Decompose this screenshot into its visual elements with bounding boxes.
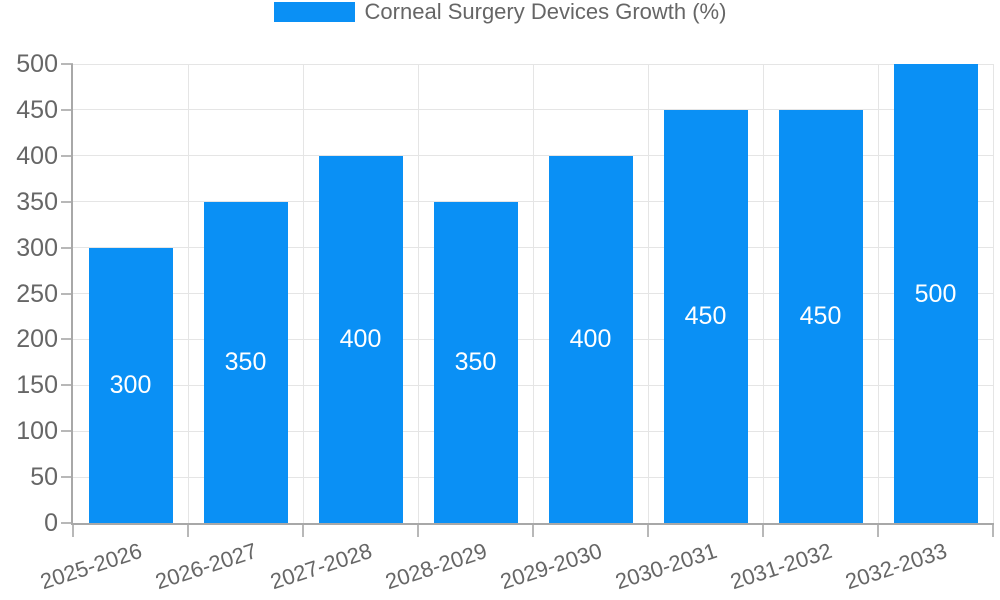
y-tick-mark bbox=[61, 246, 73, 249]
y-axis-tick-label: 450 bbox=[16, 95, 58, 124]
x-axis-tick-label: 2031-2032 bbox=[727, 538, 836, 595]
gridline-vertical bbox=[762, 64, 764, 523]
y-axis-tick-label: 350 bbox=[16, 187, 58, 216]
gridline-vertical bbox=[992, 64, 994, 523]
y-tick-mark bbox=[61, 384, 73, 387]
bar-value-label: 300 bbox=[109, 371, 152, 400]
y-axis-tick-label: 300 bbox=[16, 233, 58, 262]
x-tick-mark bbox=[762, 523, 764, 537]
bar-value-label: 350 bbox=[224, 348, 267, 377]
x-tick-mark bbox=[992, 523, 994, 537]
x-axis-tick-label: 2025-2026 bbox=[37, 538, 146, 595]
bar bbox=[433, 201, 518, 523]
bar bbox=[88, 247, 173, 523]
x-axis-tick-label: 2029-2030 bbox=[497, 538, 606, 595]
x-axis-tick-label: 2028-2029 bbox=[382, 538, 491, 595]
x-axis-tick-label: 2030-2031 bbox=[612, 538, 721, 595]
x-axis-line bbox=[71, 523, 994, 525]
bar bbox=[203, 201, 288, 523]
y-tick-mark bbox=[61, 522, 73, 524]
bar bbox=[663, 109, 748, 523]
y-tick-mark bbox=[61, 108, 73, 111]
x-tick-mark bbox=[187, 523, 189, 537]
chart-legend: Corneal Surgery Devices Growth (%) bbox=[0, 0, 1000, 24]
y-tick-mark bbox=[61, 200, 73, 203]
y-axis-tick-label: 100 bbox=[16, 417, 58, 446]
x-tick-mark bbox=[417, 523, 419, 537]
gridline-vertical bbox=[647, 64, 649, 523]
bar-value-label: 400 bbox=[339, 325, 382, 354]
gridline-vertical bbox=[187, 64, 189, 523]
bar bbox=[318, 155, 403, 523]
bar-value-label: 500 bbox=[914, 279, 957, 308]
x-tick-mark bbox=[72, 523, 74, 537]
y-axis-tick-label: 400 bbox=[16, 141, 58, 170]
bar bbox=[893, 64, 978, 523]
y-tick-mark bbox=[61, 338, 73, 341]
legend-swatch bbox=[273, 2, 355, 22]
y-axis-tick-label: 500 bbox=[16, 50, 58, 78]
legend-item-growth[interactable]: Corneal Surgery Devices Growth (%) bbox=[273, 0, 727, 24]
legend-label: Corneal Surgery Devices Growth (%) bbox=[364, 0, 727, 24]
bar-value-label: 400 bbox=[569, 325, 612, 354]
y-axis-tick-label: 150 bbox=[16, 371, 58, 400]
gridline-vertical bbox=[302, 64, 304, 523]
x-axis-tick-label: 2032-2033 bbox=[842, 538, 951, 595]
gridline-vertical bbox=[417, 64, 419, 523]
y-axis-line bbox=[71, 64, 73, 525]
x-tick-mark bbox=[877, 523, 879, 537]
y-tick-mark bbox=[61, 292, 73, 295]
x-axis-tick-label: 2026-2027 bbox=[152, 538, 261, 595]
gridline-vertical bbox=[877, 64, 879, 523]
x-tick-mark bbox=[532, 523, 534, 537]
y-axis-tick-label: 250 bbox=[16, 279, 58, 308]
gridline-vertical bbox=[532, 64, 534, 523]
bar-value-label: 450 bbox=[799, 302, 842, 331]
y-axis-tick-label: 0 bbox=[44, 509, 58, 537]
y-tick-mark bbox=[61, 63, 73, 65]
x-tick-mark bbox=[647, 523, 649, 537]
y-tick-mark bbox=[61, 430, 73, 433]
bar bbox=[548, 155, 633, 523]
bar-value-label: 350 bbox=[454, 348, 497, 377]
x-axis-tick-label: 2027-2028 bbox=[267, 538, 376, 595]
bar-value-label: 450 bbox=[684, 302, 727, 331]
y-axis-tick-label: 200 bbox=[16, 325, 58, 354]
x-tick-mark bbox=[302, 523, 304, 537]
bar bbox=[778, 109, 863, 523]
y-tick-mark bbox=[61, 476, 73, 479]
y-axis-tick-label: 50 bbox=[30, 463, 58, 492]
y-tick-mark bbox=[61, 154, 73, 157]
